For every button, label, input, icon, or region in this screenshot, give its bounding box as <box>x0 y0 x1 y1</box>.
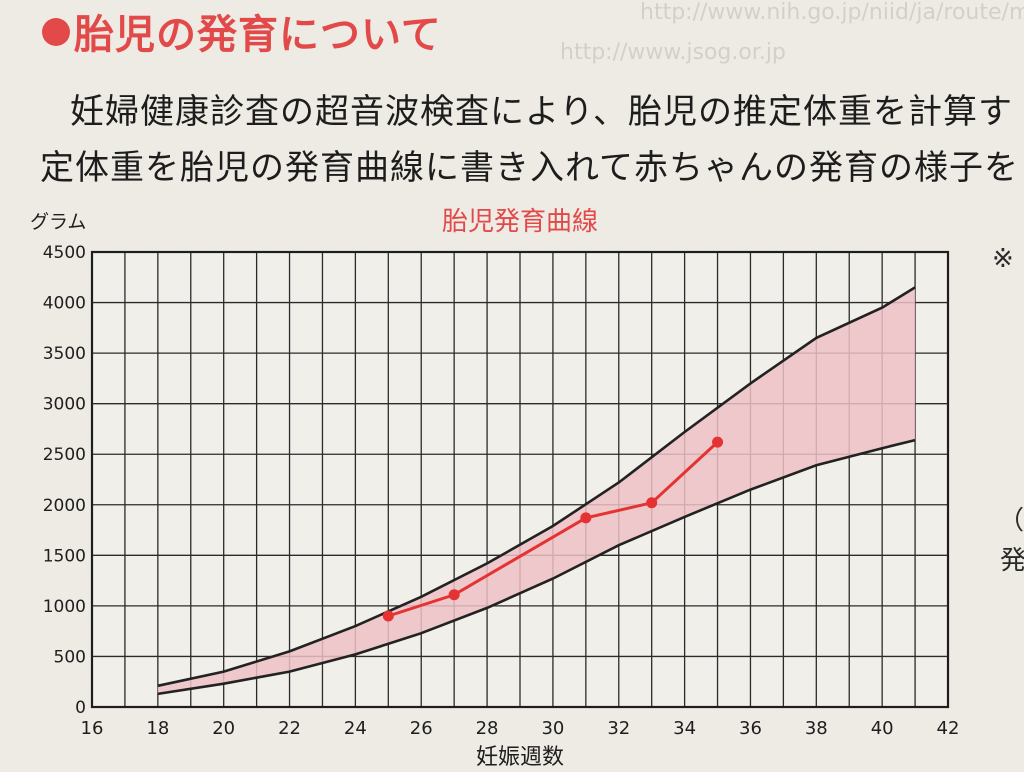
y-tick-label: 1500 <box>43 546 86 566</box>
x-tick-label: 30 <box>541 718 564 739</box>
measured-point <box>448 589 460 601</box>
y-tick-label: 0 <box>75 698 86 718</box>
x-tick-label: 42 <box>937 718 960 739</box>
y-tick-label: 500 <box>54 647 86 667</box>
heading-text: 胎児の発育について <box>74 12 442 58</box>
x-tick-label: 40 <box>871 718 894 739</box>
x-tick-label: 28 <box>476 718 499 739</box>
y-tick-label: 4500 <box>43 243 86 263</box>
x-tick-label: 16 <box>81 718 104 739</box>
y-tick-label: 3000 <box>43 395 86 415</box>
chart-title: 胎児発育曲線 <box>442 207 598 237</box>
x-tick-label: 32 <box>607 718 630 739</box>
fetal-growth-chart: 0 500 1000 1500 2000 2500 3000 3500 4000 4500 16 18… <box>30 207 960 770</box>
x-tick-label: 24 <box>344 718 367 739</box>
y-tick-label: 2500 <box>43 445 86 465</box>
x-tick-label: 18 <box>146 718 169 739</box>
x-tick-label: 34 <box>673 718 696 739</box>
side-hatsu-text: 発 <box>1000 546 1024 576</box>
measured-point <box>646 497 658 509</box>
paragraph-line-2: 定体重を胎児の発育曲線に書き入れて赤ちゃんの発育の様子を <box>40 148 1019 188</box>
x-axis-label: 妊娠週数 <box>476 745 564 770</box>
measured-point <box>712 436 724 448</box>
y-tick-label: 4000 <box>43 294 86 314</box>
paragraph-line-1: 妊婦健康診査の超音波検査により、胎児の推定体重を計算す <box>70 92 1013 132</box>
y-axis-label: グラム <box>30 211 86 233</box>
plot-frame <box>90 250 950 709</box>
y-tick-label: 2000 <box>43 496 86 516</box>
measured-point <box>382 610 394 622</box>
measured-point <box>580 512 592 524</box>
y-tick-label: 3500 <box>43 344 86 364</box>
x-tick-label: 26 <box>410 718 433 739</box>
bleed-text-1: http://www.nih.go.jp/niid/ja/route/mater… <box>640 0 1024 25</box>
x-tick-label: 38 <box>805 718 828 739</box>
x-tick-label: 20 <box>212 718 235 739</box>
bullet-icon <box>42 18 70 46</box>
section-heading: 胎児の発育について <box>42 2 442 60</box>
x-tick-label: 22 <box>278 718 301 739</box>
y-tick-label: 1000 <box>43 597 86 617</box>
upper-bound-line <box>157 286 916 688</box>
note-asterisk: ※ <box>992 244 1014 274</box>
bleed-text-2: http://www.jsog.or.jp <box>560 40 786 65</box>
side-paren-text: （出 <box>998 506 1024 536</box>
x-tick-label: 36 <box>739 718 762 739</box>
lower-bound-line <box>157 438 916 696</box>
